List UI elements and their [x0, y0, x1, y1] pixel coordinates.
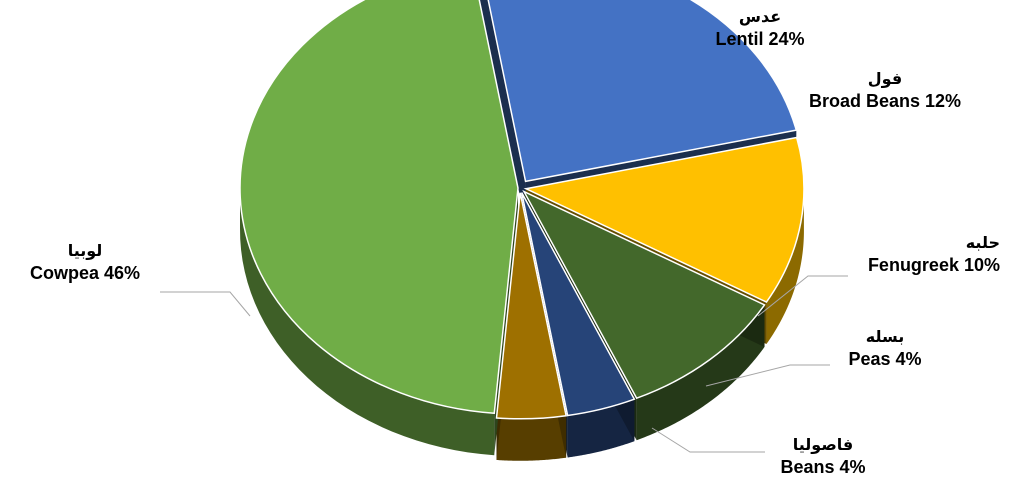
slice-side-fenugreek [636, 304, 765, 441]
label-broad-beans: فول Broad Beans 12% [808, 69, 962, 111]
leader-line-1 [705, 364, 830, 387]
slice-beans [495, 192, 568, 420]
slice-side-peas [567, 399, 635, 458]
slice-side-broad [766, 185, 804, 345]
slice-peas [520, 192, 636, 417]
slice-lentil [487, 0, 798, 183]
slice-fenugreek [522, 189, 766, 400]
slice-side-beans [496, 415, 567, 461]
leader-line-0 [757, 275, 848, 317]
label-peas: بسله Peas 4% [848, 327, 922, 369]
label-beans: فاصوليا Beans 4% [780, 435, 866, 477]
label-fenugreek: حلبه Fenugreek 10% [867, 233, 1000, 275]
label-lentil: عدس Lentil 24% [715, 7, 805, 49]
slice-side-cowpea [240, 186, 495, 456]
slice-broad [523, 136, 805, 303]
label-cowpea: لوبيا Cowpea 46% [29, 241, 141, 283]
leader-line-2 [651, 427, 765, 453]
leader-line-3 [160, 291, 251, 317]
slice-cowpea [239, 0, 519, 415]
